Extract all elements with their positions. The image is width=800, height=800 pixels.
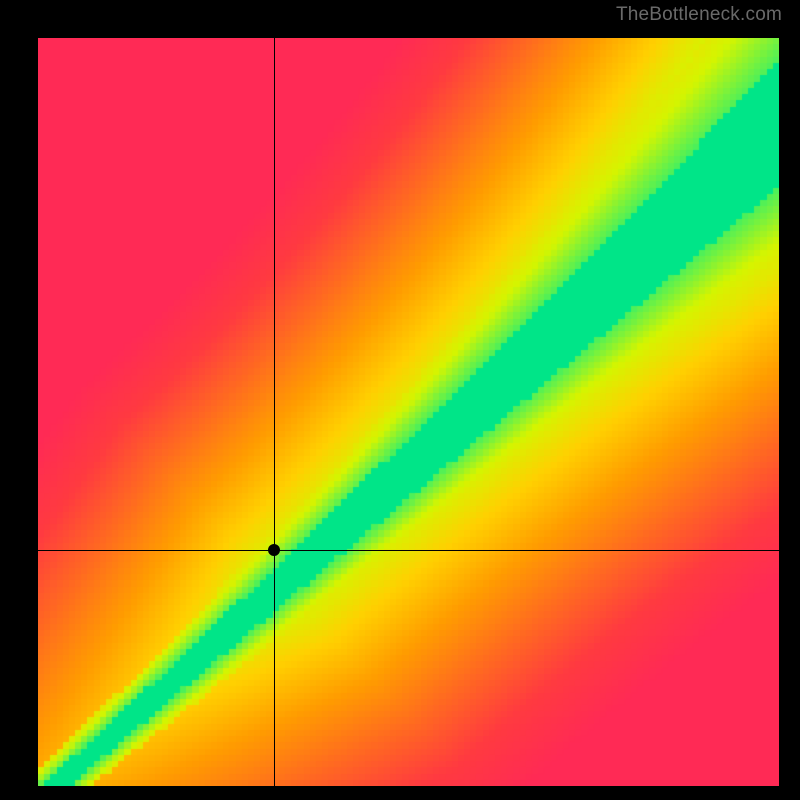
- crosshair-vertical: [274, 38, 275, 786]
- attribution-text: TheBottleneck.com: [616, 4, 782, 26]
- crosshair-horizontal: [38, 550, 779, 551]
- heatmap-canvas: [38, 38, 779, 786]
- chart-container: TheBottleneck.com: [0, 0, 800, 800]
- marker-dot: [268, 544, 280, 556]
